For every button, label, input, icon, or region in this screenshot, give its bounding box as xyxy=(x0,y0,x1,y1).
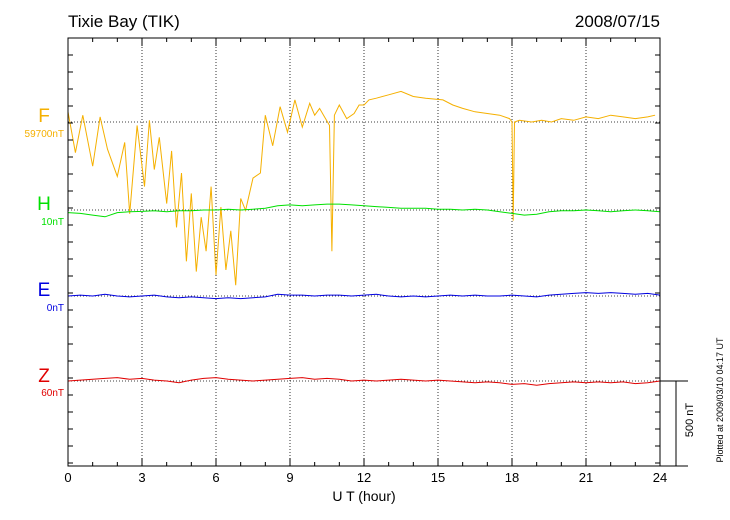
series-baseline-h: 10nT xyxy=(41,217,64,228)
chart-date: 2008/07/15 xyxy=(575,12,660,31)
series-line-e xyxy=(67,292,661,300)
axis-ticks xyxy=(67,38,661,466)
x-tick-label: 15 xyxy=(431,470,445,485)
series-line-f xyxy=(67,90,656,286)
series-line-h xyxy=(67,203,661,218)
plotted-timestamp: Plotted at 2009/03/10 04:17 UT xyxy=(715,337,725,463)
x-tick-label: 24 xyxy=(653,470,667,485)
series-name-h: H xyxy=(37,194,51,215)
x-tick-label: 3 xyxy=(138,470,145,485)
series-baseline-e: 0nT xyxy=(47,303,64,314)
grid-lines xyxy=(68,38,660,466)
x-tick-label: 9 xyxy=(286,470,293,485)
series-name-z: Z xyxy=(38,366,50,387)
series-line-z xyxy=(67,377,661,386)
station-title: Tixie Bay (TIK) xyxy=(68,12,180,31)
x-tick-labels: 0 3 6 9 12 15 18 21 24 xyxy=(64,470,667,485)
x-tick-label: 6 xyxy=(212,470,219,485)
series-name-e: E xyxy=(38,280,51,301)
series-baseline-z: 60nT xyxy=(41,388,64,399)
scale-bar: 500 nT xyxy=(660,380,696,467)
x-tick-label: 12 xyxy=(357,470,371,485)
x-tick-label: 21 xyxy=(579,470,593,485)
x-tick-label: 0 xyxy=(64,470,71,485)
series-name-f: F xyxy=(38,106,50,127)
scale-bar-label: 500 nT xyxy=(684,403,696,438)
series-traces xyxy=(67,90,661,386)
x-tick-label: 18 xyxy=(505,470,519,485)
x-axis-label: U T (hour) xyxy=(332,488,395,504)
series-baseline-f: 59700nT xyxy=(25,129,64,140)
